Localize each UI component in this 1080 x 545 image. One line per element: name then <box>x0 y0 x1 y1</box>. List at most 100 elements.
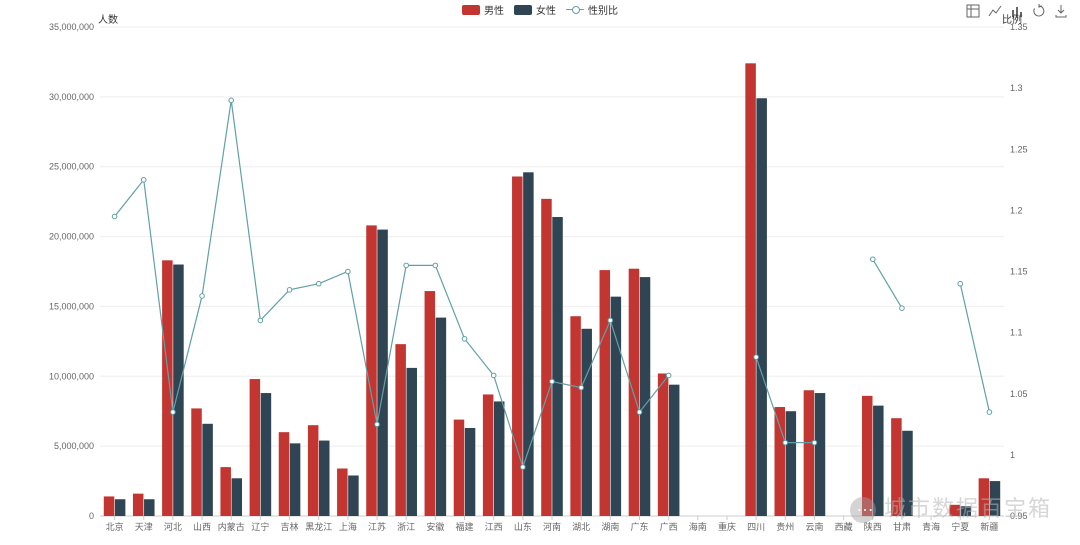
bar-female[interactable] <box>202 424 212 516</box>
legend-item-ratio[interactable]: 性别比 <box>566 2 618 17</box>
ratio-marker[interactable] <box>200 294 205 299</box>
bar-female[interactable] <box>873 406 883 516</box>
bar-male[interactable] <box>483 394 493 516</box>
bar-male[interactable] <box>425 291 435 516</box>
bar-female[interactable] <box>319 441 329 516</box>
bar-male[interactable] <box>541 199 551 516</box>
bar-female[interactable] <box>756 98 766 516</box>
ratio-marker[interactable] <box>112 214 117 219</box>
ratio-marker[interactable] <box>608 318 613 323</box>
bar-female[interactable] <box>144 499 154 516</box>
bar-male[interactable] <box>658 373 668 516</box>
ratio-marker[interactable] <box>666 373 671 378</box>
bar-male[interactable] <box>279 432 289 516</box>
ratio-marker[interactable] <box>404 263 409 268</box>
x-tick-label: 福建 <box>456 521 474 532</box>
x-tick-label: 黑龙江 <box>305 521 332 532</box>
bar-female[interactable] <box>290 443 300 516</box>
bars-male <box>104 63 989 516</box>
bar-male[interactable] <box>775 407 785 516</box>
x-tick-label: 山东 <box>514 521 532 532</box>
bar-female[interactable] <box>232 478 242 516</box>
bar-female[interactable] <box>815 393 825 516</box>
svg-text:20,000,000: 20,000,000 <box>49 232 94 242</box>
bar-female[interactable] <box>348 475 358 516</box>
ratio-marker[interactable] <box>287 288 292 293</box>
bar-male[interactable] <box>949 505 959 516</box>
bar-male[interactable] <box>804 390 814 516</box>
ratio-marker[interactable] <box>987 410 992 415</box>
bar-male[interactable] <box>191 408 201 516</box>
bar-female[interactable] <box>902 431 912 516</box>
ratio-marker[interactable] <box>171 410 176 415</box>
ratio-marker[interactable] <box>491 373 496 378</box>
x-tick-label: 上海 <box>339 521 357 532</box>
ratio-marker[interactable] <box>229 98 234 103</box>
x-tick-label: 内蒙古 <box>218 521 245 532</box>
bar-male[interactable] <box>133 494 143 516</box>
ratio-marker[interactable] <box>375 422 380 427</box>
svg-text:15,000,000: 15,000,000 <box>49 301 94 311</box>
ratio-marker[interactable] <box>433 263 438 268</box>
restore-icon[interactable] <box>1032 4 1046 18</box>
bar-male[interactable] <box>366 225 376 516</box>
ratio-marker[interactable] <box>870 257 875 262</box>
legend-label-ratio: 性别比 <box>588 2 618 17</box>
x-axis-ticks: 北京天津河北山西内蒙古辽宁吉林黑龙江上海江苏浙江安徽福建江西山东河南湖北湖南广东… <box>106 516 999 532</box>
data-view-icon[interactable] <box>966 4 980 18</box>
y-axis-left-ticks: 05,000,00010,000,00015,000,00020,000,000… <box>49 22 94 521</box>
bar-female[interactable] <box>611 297 621 516</box>
save-image-icon[interactable] <box>1054 4 1068 18</box>
bar-male[interactable] <box>395 344 405 516</box>
bar-male[interactable] <box>454 420 464 516</box>
bar-male[interactable] <box>629 269 639 516</box>
bar-female[interactable] <box>261 393 271 516</box>
bar-male[interactable] <box>162 260 172 516</box>
bar-male[interactable] <box>600 270 610 516</box>
legend: 男性 女性 性别比 <box>0 2 1080 17</box>
ratio-marker[interactable] <box>900 306 905 311</box>
bar-female[interactable] <box>552 217 562 516</box>
legend-item-male[interactable]: 男性 <box>462 2 504 17</box>
bar-male[interactable] <box>308 425 318 516</box>
ratio-marker[interactable] <box>521 465 526 470</box>
bar-male[interactable] <box>570 316 580 516</box>
ratio-marker[interactable] <box>812 440 817 445</box>
bar-female[interactable] <box>669 385 679 516</box>
ratio-marker[interactable] <box>316 281 321 286</box>
bar-female[interactable] <box>581 329 591 516</box>
legend-item-female[interactable]: 女性 <box>514 2 556 17</box>
line-chart-icon[interactable] <box>988 4 1002 18</box>
bar-male[interactable] <box>220 467 230 516</box>
ratio-marker[interactable] <box>258 318 263 323</box>
bar-male[interactable] <box>104 496 114 516</box>
bar-male[interactable] <box>337 468 347 516</box>
bar-female[interactable] <box>523 172 533 516</box>
bar-male[interactable] <box>862 396 872 516</box>
bar-female[interactable] <box>115 499 125 516</box>
bar-female[interactable] <box>465 428 475 516</box>
ratio-marker[interactable] <box>958 281 963 286</box>
ratio-marker[interactable] <box>754 355 759 360</box>
bar-female[interactable] <box>961 506 971 516</box>
bar-female[interactable] <box>406 368 416 516</box>
ratio-marker[interactable] <box>579 385 584 390</box>
ratio-marker[interactable] <box>550 379 555 384</box>
legend-label-female: 女性 <box>536 2 556 17</box>
bar-male[interactable] <box>891 418 901 516</box>
ratio-marker[interactable] <box>141 178 146 183</box>
ratio-marker[interactable] <box>346 269 351 274</box>
x-tick-label: 河北 <box>164 521 182 532</box>
x-tick-label: 甘肃 <box>893 521 911 532</box>
ratio-marker[interactable] <box>637 410 642 415</box>
ratio-marker[interactable] <box>783 440 788 445</box>
bar-male[interactable] <box>250 379 260 516</box>
bar-female[interactable] <box>990 481 1000 516</box>
bar-female[interactable] <box>640 277 650 516</box>
bar-male[interactable] <box>745 63 755 516</box>
bar-female[interactable] <box>436 318 446 516</box>
bar-female[interactable] <box>494 401 504 516</box>
ratio-marker[interactable] <box>462 336 467 341</box>
bar-female[interactable] <box>786 411 796 516</box>
bar-male[interactable] <box>979 478 989 516</box>
